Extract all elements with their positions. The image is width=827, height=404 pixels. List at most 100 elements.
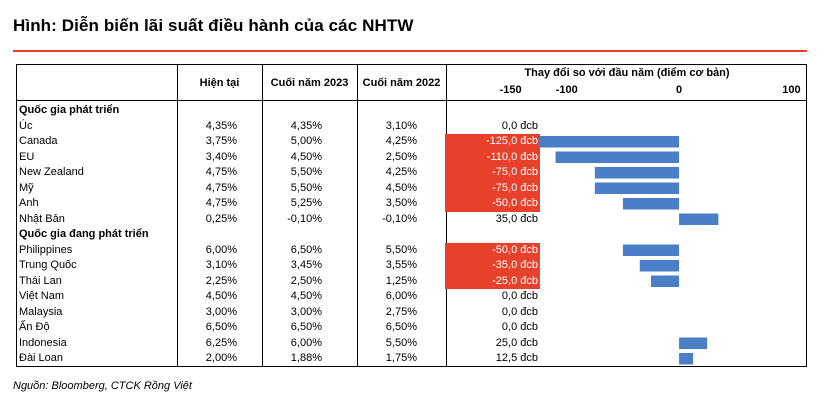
table-row: Malaysia 3,00% 3,00% 2,75% 0,0 đcb <box>17 305 806 321</box>
change-bar <box>594 167 680 179</box>
table-row: Indonesia 6,25% 6,00% 5,50% 25,0 đcb <box>17 336 806 352</box>
table-row: Úc 4,35% 4,35% 3,10% 0,0 đcb <box>17 119 806 135</box>
country-cell: Mỹ <box>19 181 34 194</box>
table-row: Trung Quốc 3,10% 3,45% 3,55% -35,0 đcb <box>17 258 806 274</box>
change-cell: -75,0 đcb <box>445 180 540 196</box>
header-end-2023: Cuối năm 2023 <box>270 77 349 89</box>
figure-title: Hình: Diễn biến lãi suất điều hành của c… <box>13 16 414 35</box>
end-2023-rate-cell: -0,10% <box>287 212 322 225</box>
current-rate-cell: 4,35% <box>205 119 237 132</box>
x-tick-label: 100 <box>782 84 800 96</box>
group-label: Quốc gia đang phát triển <box>19 228 149 240</box>
table-row: Anh 4,75% 5,25% 3,50% -50,0 đcb <box>17 196 806 212</box>
current-rate-cell: 3,75% <box>205 135 237 147</box>
change-cell: 12,5 đcb <box>495 352 538 364</box>
table-row: Canada 3,75% 5,00% 4,25% -125,0 đcb <box>17 134 806 150</box>
end-2022-rate-cell: -0,10% <box>382 212 417 225</box>
group-heading: Quốc gia phát triển <box>17 103 806 119</box>
header-change: Thay đổi so với đầu năm (điểm cơ bản) <box>524 67 730 79</box>
column-divider <box>262 65 263 366</box>
current-rate-cell: 3,00% <box>205 305 237 318</box>
current-rate-cell: 3,40% <box>205 150 237 163</box>
country-cell: Úc <box>19 119 33 132</box>
current-rate-cell: 0,25% <box>205 212 237 225</box>
country-cell: Malaysia <box>19 305 63 318</box>
x-tick-label: -150 <box>500 84 522 96</box>
header-end-2022: Cuối năm 2022 <box>362 77 441 89</box>
country-cell: Việt Nam <box>19 290 65 302</box>
current-rate-cell: 3,10% <box>205 259 237 271</box>
x-tick-label: 0 <box>676 84 682 96</box>
end-2022-rate-cell: 5,50% <box>385 243 417 256</box>
change-cell: -50,0 đcb <box>445 196 540 212</box>
end-2023-rate-cell: 6,50% <box>290 243 322 256</box>
country-cell: Trung Quốc <box>19 259 77 271</box>
table-row: Mỹ 4,75% 5,50% 4,50% -75,0 đcb <box>17 180 806 196</box>
change-bar <box>639 260 680 272</box>
end-2022-rate-cell: 2,75% <box>385 305 417 318</box>
end-2023-rate-cell: 4,50% <box>290 150 322 163</box>
change-cell: -125,0 đcb <box>445 134 540 150</box>
table-row: Nhật Bản 0,25% -0,10% -0,10% 35,0 đcb <box>17 212 806 228</box>
change-bar-chart: -150 -100 0 100 <box>500 84 801 365</box>
change-cell: -25,0 đcb <box>445 273 540 289</box>
source-note: Nguồn: Bloomberg, CTCK Rồng Việt <box>13 380 192 392</box>
header-current: Hiện tại <box>199 77 240 89</box>
end-2023-rate-cell: 4,35% <box>290 119 322 132</box>
table-row: EU 3,40% 4,50% 2,50% -110,0 đcb <box>17 149 806 165</box>
header-divider <box>17 100 806 101</box>
change-bar <box>679 337 708 349</box>
change-bar <box>594 182 680 194</box>
change-cell: 0,0 đcb <box>501 290 538 302</box>
end-2023-rate-cell: 3,00% <box>290 305 322 318</box>
end-2022-rate-cell: 3,55% <box>385 259 417 271</box>
table-row: Thái Lan 2,25% 2,50% 1,25% -25,0 đcb <box>17 273 806 289</box>
current-rate-cell: 2,25% <box>205 274 237 287</box>
change-cell: -75,0 đcb <box>445 165 540 181</box>
country-cell: Nhật Bản <box>19 212 65 225</box>
change-bar <box>538 136 680 148</box>
end-2022-rate-cell: 4,25% <box>385 135 417 147</box>
change-bar <box>622 244 680 256</box>
end-2023-rate-cell: 5,50% <box>290 181 322 194</box>
group-label: Quốc gia phát triển <box>19 104 120 116</box>
change-cell: -110,0 đcb <box>445 149 540 165</box>
current-rate-cell: 2,00% <box>205 352 237 364</box>
end-2022-rate-cell: 1,25% <box>385 274 417 287</box>
table-row: Philippines 6,00% 6,50% 5,50% -50,0 đcb <box>17 242 806 258</box>
title-rule <box>13 50 807 52</box>
change-cell: 0,0 đcb <box>501 321 538 333</box>
country-cell: Ấn Độ <box>19 321 50 333</box>
end-2023-rate-cell: 5,50% <box>290 166 322 178</box>
change-cell: 35,0 đcb <box>495 212 538 225</box>
country-cell: Canada <box>19 135 58 147</box>
end-2022-rate-cell: 4,25% <box>385 166 417 178</box>
country-cell: Anh <box>19 197 39 209</box>
data-table: Hiện tại Cuối năm 2023 Cuối năm 2022 Tha… <box>16 64 807 367</box>
end-2023-rate-cell: 3,45% <box>290 259 322 271</box>
current-rate-cell: 4,75% <box>205 166 237 178</box>
column-divider <box>357 65 358 366</box>
change-cell: -35,0 đcb <box>445 258 540 274</box>
country-cell: Indonesia <box>19 336 67 349</box>
table-row: Ấn Độ 6,50% 6,50% 6,50% 0,0 đcb <box>17 320 806 336</box>
current-rate-cell: 4,75% <box>205 181 237 194</box>
end-2023-rate-cell: 6,00% <box>290 336 322 349</box>
end-2023-rate-cell: 1,88% <box>290 352 322 364</box>
group-heading: Quốc gia đang phát triển <box>17 227 806 243</box>
change-cell: 0,0 đcb <box>501 305 538 318</box>
change-cell: 0,0 đcb <box>501 119 538 132</box>
end-2023-rate-cell: 2,50% <box>290 274 322 287</box>
current-rate-cell: 6,50% <box>205 321 237 333</box>
current-rate-cell: 6,00% <box>205 243 237 256</box>
change-bar <box>679 353 694 365</box>
table-row: Đài Loan 2,00% 1,88% 1,75% 12,5 đcb <box>17 351 806 367</box>
end-2022-rate-cell: 3,10% <box>385 119 417 132</box>
change-bar <box>651 275 680 287</box>
change-cell: 25,0 đcb <box>495 336 538 349</box>
end-2022-rate-cell: 6,00% <box>385 290 417 302</box>
end-2023-rate-cell: 4,50% <box>290 290 322 302</box>
column-divider <box>177 65 178 366</box>
country-cell: Philippines <box>19 243 73 256</box>
end-2022-rate-cell: 3,50% <box>385 197 417 209</box>
